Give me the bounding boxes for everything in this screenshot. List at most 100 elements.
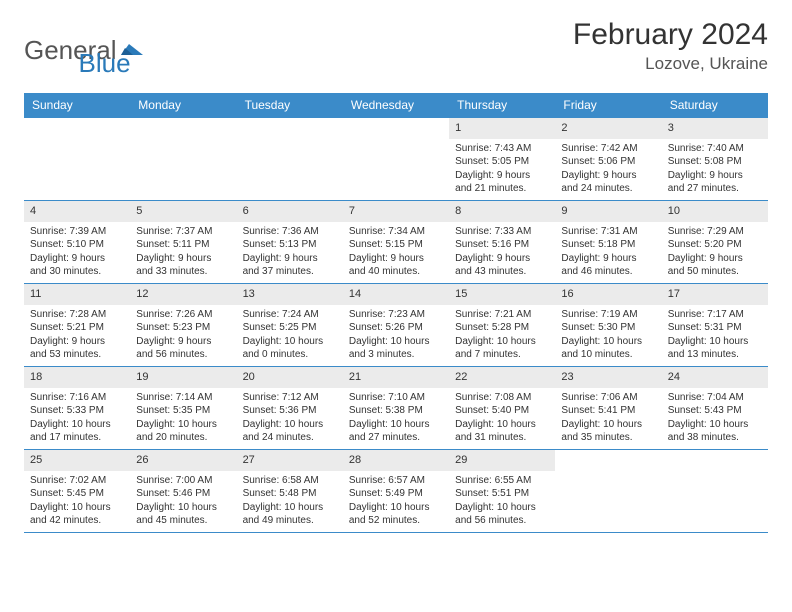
day-number — [237, 118, 343, 139]
daylight-text: Daylight: 10 hours and 17 minutes. — [30, 418, 124, 445]
sunrise-text: Sunrise: 7:06 AM — [561, 391, 655, 405]
daylight-text: Daylight: 9 hours and 40 minutes. — [349, 252, 443, 279]
calendar-cell: 24Sunrise: 7:04 AMSunset: 5:43 PMDayligh… — [662, 367, 768, 449]
sunrise-text: Sunrise: 7:14 AM — [136, 391, 230, 405]
sunset-text: Sunset: 5:25 PM — [243, 321, 337, 335]
day-number: 8 — [449, 201, 555, 222]
sunset-text: Sunset: 5:48 PM — [243, 487, 337, 501]
sunrise-text: Sunrise: 7:00 AM — [136, 474, 230, 488]
cell-body: Sunrise: 7:37 AMSunset: 5:11 PMDaylight:… — [130, 222, 236, 283]
day-number: 6 — [237, 201, 343, 222]
cell-body: Sunrise: 7:23 AMSunset: 5:26 PMDaylight:… — [343, 305, 449, 366]
daylight-text: Daylight: 10 hours and 10 minutes. — [561, 335, 655, 362]
daylight-text: Daylight: 9 hours and 53 minutes. — [30, 335, 124, 362]
sunrise-text: Sunrise: 7:42 AM — [561, 142, 655, 156]
daylight-text: Daylight: 10 hours and 49 minutes. — [243, 501, 337, 528]
calendar-cell: 1Sunrise: 7:43 AMSunset: 5:05 PMDaylight… — [449, 118, 555, 200]
cell-body: Sunrise: 7:36 AMSunset: 5:13 PMDaylight:… — [237, 222, 343, 283]
cell-body: Sunrise: 7:31 AMSunset: 5:18 PMDaylight:… — [555, 222, 661, 283]
daylight-text: Daylight: 10 hours and 45 minutes. — [136, 501, 230, 528]
title-block: February 2024 Lozove, Ukraine — [573, 18, 768, 74]
daylight-text: Daylight: 9 hours and 37 minutes. — [243, 252, 337, 279]
sunset-text: Sunset: 5:06 PM — [561, 155, 655, 169]
calendar-cell — [343, 118, 449, 200]
calendar-cell: 5Sunrise: 7:37 AMSunset: 5:11 PMDaylight… — [130, 201, 236, 283]
calendar-cell: 28Sunrise: 6:57 AMSunset: 5:49 PMDayligh… — [343, 450, 449, 532]
day-number: 5 — [130, 201, 236, 222]
day-header: Monday — [130, 93, 236, 117]
day-number: 24 — [662, 367, 768, 388]
day-number: 12 — [130, 284, 236, 305]
sunrise-text: Sunrise: 7:24 AM — [243, 308, 337, 322]
cell-body: Sunrise: 7:06 AMSunset: 5:41 PMDaylight:… — [555, 388, 661, 449]
location: Lozove, Ukraine — [573, 54, 768, 74]
calendar-cell: 10Sunrise: 7:29 AMSunset: 5:20 PMDayligh… — [662, 201, 768, 283]
day-number: 21 — [343, 367, 449, 388]
sunset-text: Sunset: 5:10 PM — [30, 238, 124, 252]
sunrise-text: Sunrise: 7:10 AM — [349, 391, 443, 405]
sunrise-text: Sunrise: 7:40 AM — [668, 142, 762, 156]
daylight-text: Daylight: 9 hours and 50 minutes. — [668, 252, 762, 279]
calendar-cell: 6Sunrise: 7:36 AMSunset: 5:13 PMDaylight… — [237, 201, 343, 283]
calendar-cell: 4Sunrise: 7:39 AMSunset: 5:10 PMDaylight… — [24, 201, 130, 283]
sunrise-text: Sunrise: 7:19 AM — [561, 308, 655, 322]
cell-body: Sunrise: 7:10 AMSunset: 5:38 PMDaylight:… — [343, 388, 449, 449]
day-number: 3 — [662, 118, 768, 139]
day-number: 9 — [555, 201, 661, 222]
day-number: 22 — [449, 367, 555, 388]
calendar-week: 18Sunrise: 7:16 AMSunset: 5:33 PMDayligh… — [24, 366, 768, 449]
calendar-week: 11Sunrise: 7:28 AMSunset: 5:21 PMDayligh… — [24, 283, 768, 366]
cell-body: Sunrise: 7:33 AMSunset: 5:16 PMDaylight:… — [449, 222, 555, 283]
sunset-text: Sunset: 5:40 PM — [455, 404, 549, 418]
calendar-cell — [24, 118, 130, 200]
sunset-text: Sunset: 5:15 PM — [349, 238, 443, 252]
daylight-text: Daylight: 10 hours and 27 minutes. — [349, 418, 443, 445]
day-number: 13 — [237, 284, 343, 305]
day-number: 2 — [555, 118, 661, 139]
calendar-cell: 21Sunrise: 7:10 AMSunset: 5:38 PMDayligh… — [343, 367, 449, 449]
daylight-text: Daylight: 9 hours and 27 minutes. — [668, 169, 762, 196]
sunrise-text: Sunrise: 7:16 AM — [30, 391, 124, 405]
logo: General Blue — [24, 22, 131, 79]
daylight-text: Daylight: 9 hours and 33 minutes. — [136, 252, 230, 279]
day-number: 18 — [24, 367, 130, 388]
calendar-cell — [237, 118, 343, 200]
day-header: Friday — [555, 93, 661, 117]
calendar-cell: 27Sunrise: 6:58 AMSunset: 5:48 PMDayligh… — [237, 450, 343, 532]
month-title: February 2024 — [573, 18, 768, 52]
sunrise-text: Sunrise: 7:43 AM — [455, 142, 549, 156]
sunset-text: Sunset: 5:16 PM — [455, 238, 549, 252]
calendar-cell: 8Sunrise: 7:33 AMSunset: 5:16 PMDaylight… — [449, 201, 555, 283]
calendar-cell: 7Sunrise: 7:34 AMSunset: 5:15 PMDaylight… — [343, 201, 449, 283]
calendar-cell: 14Sunrise: 7:23 AMSunset: 5:26 PMDayligh… — [343, 284, 449, 366]
day-header: Tuesday — [237, 93, 343, 117]
daylight-text: Daylight: 10 hours and 3 minutes. — [349, 335, 443, 362]
daylight-text: Daylight: 10 hours and 24 minutes. — [243, 418, 337, 445]
day-number: 19 — [130, 367, 236, 388]
day-number: 1 — [449, 118, 555, 139]
sunrise-text: Sunrise: 7:39 AM — [30, 225, 124, 239]
daylight-text: Daylight: 10 hours and 56 minutes. — [455, 501, 549, 528]
daylight-text: Daylight: 10 hours and 20 minutes. — [136, 418, 230, 445]
day-number — [343, 118, 449, 139]
daylight-text: Daylight: 10 hours and 52 minutes. — [349, 501, 443, 528]
daylight-text: Daylight: 10 hours and 38 minutes. — [668, 418, 762, 445]
day-number: 25 — [24, 450, 130, 471]
cell-body: Sunrise: 6:58 AMSunset: 5:48 PMDaylight:… — [237, 471, 343, 532]
cell-body: Sunrise: 7:29 AMSunset: 5:20 PMDaylight:… — [662, 222, 768, 283]
calendar-cell: 17Sunrise: 7:17 AMSunset: 5:31 PMDayligh… — [662, 284, 768, 366]
cell-body: Sunrise: 7:16 AMSunset: 5:33 PMDaylight:… — [24, 388, 130, 449]
sunrise-text: Sunrise: 7:08 AM — [455, 391, 549, 405]
header: General Blue February 2024 Lozove, Ukrai… — [24, 18, 768, 79]
sunrise-text: Sunrise: 7:04 AM — [668, 391, 762, 405]
sunset-text: Sunset: 5:18 PM — [561, 238, 655, 252]
sunrise-text: Sunrise: 7:17 AM — [668, 308, 762, 322]
sunrise-text: Sunrise: 7:33 AM — [455, 225, 549, 239]
day-number: 17 — [662, 284, 768, 305]
sunrise-text: Sunrise: 7:29 AM — [668, 225, 762, 239]
sunset-text: Sunset: 5:51 PM — [455, 487, 549, 501]
calendar-cell: 12Sunrise: 7:26 AMSunset: 5:23 PMDayligh… — [130, 284, 236, 366]
daylight-text: Daylight: 9 hours and 21 minutes. — [455, 169, 549, 196]
sunset-text: Sunset: 5:49 PM — [349, 487, 443, 501]
daylight-text: Daylight: 10 hours and 42 minutes. — [30, 501, 124, 528]
